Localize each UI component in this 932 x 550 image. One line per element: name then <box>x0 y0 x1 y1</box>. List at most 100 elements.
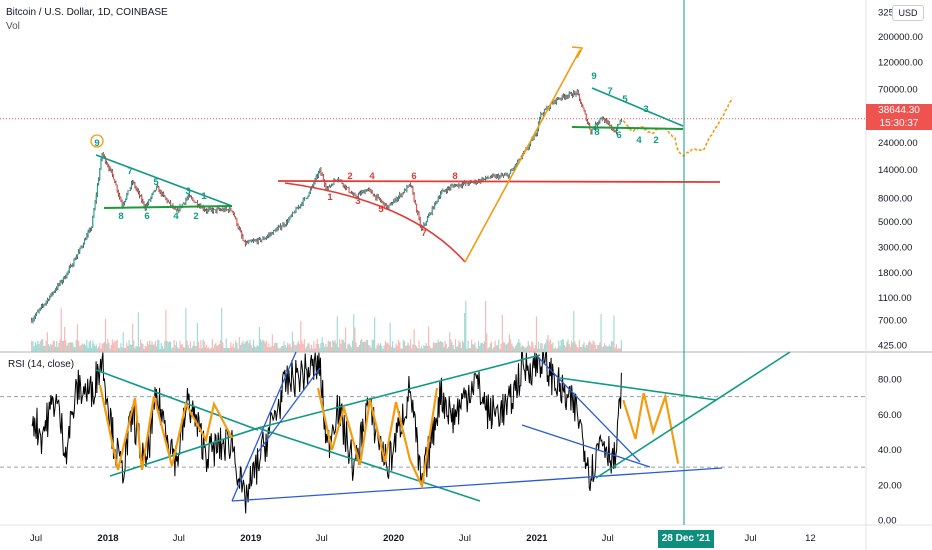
volume-bar <box>459 342 461 352</box>
volume-bar <box>449 332 451 352</box>
volume-bar <box>530 346 532 352</box>
candle-body <box>74 259 76 261</box>
candle-body <box>568 93 570 96</box>
volume-bar <box>261 341 263 352</box>
candle-body <box>158 187 160 193</box>
volume-bar <box>239 344 242 352</box>
volume-bar <box>211 339 213 352</box>
time-tick-label: 2020 <box>383 533 404 544</box>
chart-legend: Bitcoin / U.S. Dollar, 1D, COINBASE Vol <box>6 7 168 32</box>
volume-bar <box>420 346 423 352</box>
volume-bar <box>191 348 193 352</box>
volume-bar <box>265 340 268 352</box>
volume-bar <box>502 341 505 352</box>
volume-bar <box>414 344 416 352</box>
candle-body <box>400 194 402 197</box>
candle-body <box>212 209 215 212</box>
volume-bar <box>254 346 256 352</box>
candle-body <box>130 182 133 188</box>
rsi-tick-label: 20.00 <box>878 480 902 491</box>
volume-bar <box>520 346 522 352</box>
volume-bar <box>353 314 355 352</box>
volume-bar <box>590 342 592 352</box>
volume-bar <box>174 345 176 352</box>
volume-bar <box>480 342 482 352</box>
candle-body <box>399 194 401 197</box>
volume-bar <box>244 342 246 352</box>
volume-bar <box>446 348 449 352</box>
candle-body <box>498 175 500 179</box>
cursor-date-badge: 28 Dec '21 <box>658 530 714 548</box>
candle-body <box>192 198 194 200</box>
candle-body <box>496 175 499 177</box>
candle-body <box>422 226 424 230</box>
candle-body <box>397 196 400 199</box>
candle-body <box>420 225 423 230</box>
candle-body <box>283 224 285 226</box>
volume-bar <box>102 343 104 352</box>
candle-body <box>52 291 54 295</box>
volume-bar <box>479 345 481 352</box>
volume-bar <box>615 344 617 352</box>
candle-body <box>391 203 394 206</box>
volume-bar <box>564 345 566 352</box>
volume-bar <box>593 341 595 352</box>
candle-body <box>193 199 195 203</box>
currency-badge[interactable]: USD <box>892 5 924 21</box>
price-tick-label: 24000.00 <box>878 138 918 149</box>
candle-body <box>597 123 599 125</box>
candle-body <box>53 291 55 293</box>
candle-body <box>195 202 197 203</box>
candle-body <box>54 289 57 292</box>
candle-body <box>570 92 573 96</box>
candle-body <box>406 186 408 191</box>
candle-body <box>263 238 265 240</box>
volume-bar <box>95 344 97 352</box>
candle-body <box>332 184 334 186</box>
volume-bar <box>399 342 401 352</box>
candle-body <box>76 254 79 257</box>
volume-bar <box>204 346 207 352</box>
candle-body <box>403 189 406 193</box>
volume-bar <box>605 345 607 352</box>
rsi-blue-steep <box>231 351 297 502</box>
volume-bar <box>258 327 261 352</box>
candle-body <box>370 189 372 192</box>
candle-body <box>168 201 171 203</box>
candle-body <box>307 196 309 198</box>
wave-count-2021: 4 <box>636 135 642 146</box>
volume-bar <box>329 341 332 352</box>
volume-bar <box>394 347 396 352</box>
volume-bar <box>99 342 101 352</box>
volume-bar <box>355 342 357 352</box>
volume-bar <box>309 348 311 352</box>
volume-bar <box>256 345 258 352</box>
candle-body <box>211 209 213 212</box>
candle-body <box>174 207 176 210</box>
volume-bar <box>296 343 298 352</box>
volume-bar <box>301 340 303 352</box>
volume-bar <box>289 343 291 352</box>
wave-count-2019: 5 <box>378 204 384 215</box>
candle-body <box>431 207 433 214</box>
volume-bar <box>53 340 55 352</box>
candle-body <box>160 190 162 195</box>
candle-body <box>119 194 121 198</box>
volume-bar <box>600 313 602 352</box>
price-tick-label: 14000.00 <box>878 165 918 176</box>
volume-bar <box>553 348 555 352</box>
chart-drawings-front[interactable] <box>90 0 791 525</box>
candle-body <box>455 184 458 186</box>
volume-bar <box>389 322 391 352</box>
volume-bar <box>341 339 343 352</box>
volume-bar <box>249 339 251 352</box>
volume-bar <box>47 344 50 352</box>
candle-body <box>464 182 466 184</box>
wave-count-2019: 1 <box>327 192 333 203</box>
candle-body <box>602 118 604 120</box>
candle-body <box>590 129 592 134</box>
candle-body <box>512 168 514 171</box>
candle-body <box>574 92 576 94</box>
candle-body <box>569 92 571 94</box>
